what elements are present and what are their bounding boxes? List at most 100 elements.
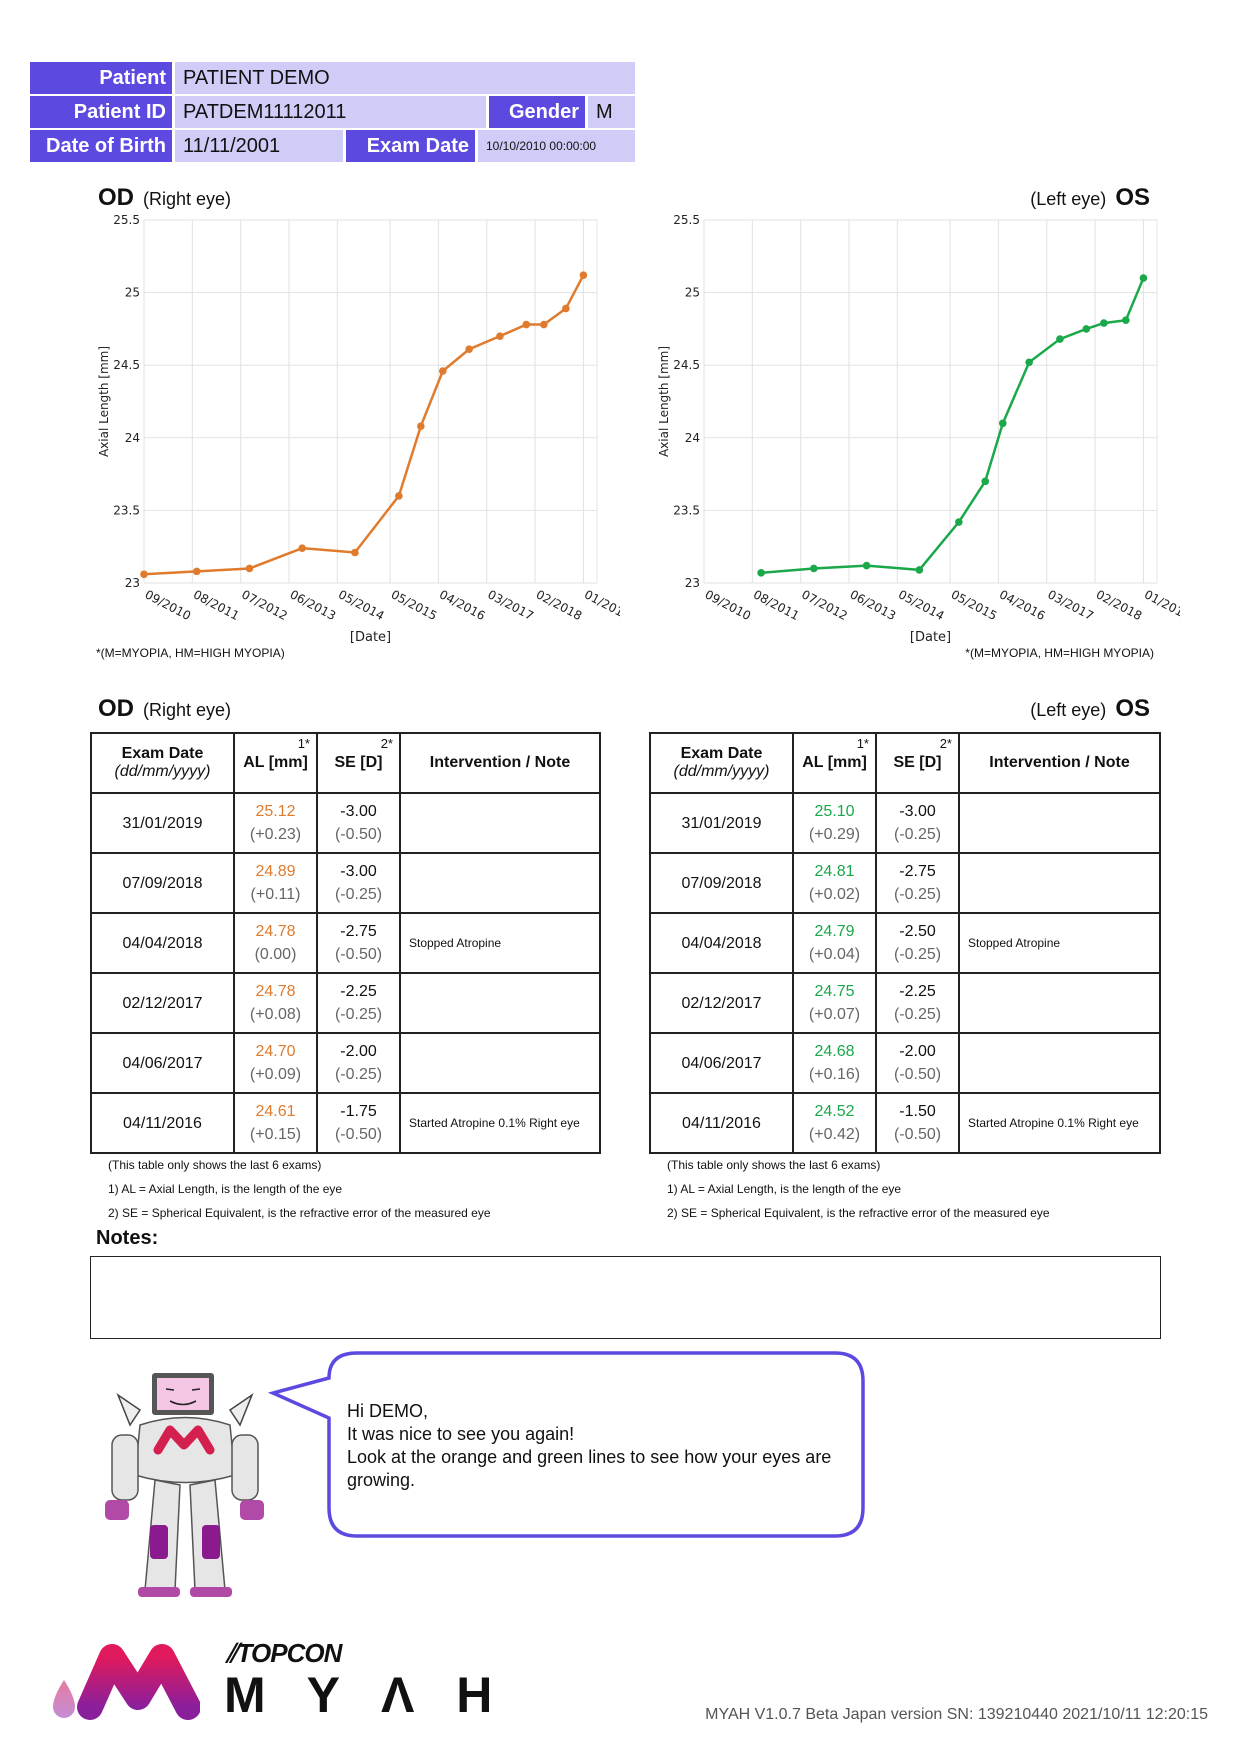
table-note: 1) AL = Axial Length, is the length of t… [667, 1182, 902, 1196]
x-tick-label: 04/2016 [437, 587, 488, 623]
table-note: 2) SE = Spherical Equivalent, is the ref… [667, 1206, 1050, 1220]
se-cell: -2.50 (-0.25) [875, 912, 960, 974]
table-row: 04/11/2016 24.61 (+0.15) -1.75 (-0.50) Sta… [90, 1092, 601, 1154]
x-tick-label: 08/2011 [191, 587, 242, 623]
x-tick-label: 09/2010 [703, 587, 754, 623]
y-tick-label: 25 [125, 286, 140, 300]
note-cell [958, 972, 1161, 1034]
table-row: 02/12/2017 24.78 (+0.08) -2.25 (-0.25) [90, 972, 601, 1034]
data-point [1056, 335, 1064, 343]
table-row: 04/04/2018 24.78 (0.00) -2.75 (-0.50) Stop… [90, 912, 601, 974]
x-tick-label: 03/2017 [1045, 587, 1096, 623]
al-cell: 24.75 (+0.07) [792, 972, 877, 1034]
x-tick-label: 05/2015 [949, 587, 1000, 623]
table-row: 07/09/2018 24.89 (+0.11) -3.00 (-0.25) [90, 852, 601, 914]
x-tick-label: 05/2015 [389, 587, 440, 623]
x-tick-label: 01/2019 [1142, 587, 1180, 623]
table-row: 04/11/2016 24.52 (+0.42) -1.50 (-0.50) Sta… [649, 1092, 1161, 1154]
note-cell [399, 852, 601, 914]
exam-date-value: 10/10/2010 00:00:00 [478, 130, 635, 162]
os-name: (Left eye) [1030, 189, 1107, 209]
data-point [465, 345, 473, 354]
exam-date-label: Exam Date [346, 130, 475, 162]
note-cell: Started Atropine 0.1% Right eye [958, 1092, 1161, 1154]
data-point [1122, 316, 1130, 324]
os-exam-table: Exam Date (dd/mm/yyyy) 1* AL [mm] 2* SE [D]… [649, 732, 1161, 1154]
exam-date-cell: 07/09/2018 [90, 852, 235, 914]
speech-bubble-message: Hi DEMO, It was nice to see you again! L… [347, 1400, 837, 1492]
table-row: 04/06/2017 24.68 (+0.16) -2.00 (-0.50) [649, 1032, 1161, 1094]
os-table-title: (Left eye) OS [1030, 695, 1154, 723]
al-cell: 24.81 (+0.02) [792, 852, 877, 914]
header-se: 2* SE [D] [875, 732, 960, 794]
dob-label: Date of Birth [30, 130, 172, 162]
data-point [1100, 319, 1108, 327]
table-note: (This table only shows the last 6 exams) [667, 1158, 881, 1172]
x-axis-label: [Date] [350, 630, 391, 645]
patient-name: PATIENT DEMO [175, 62, 635, 94]
series-line [143, 274, 585, 576]
exam-date-cell: 04/06/2017 [90, 1032, 235, 1094]
data-point [245, 564, 254, 573]
data-point [140, 570, 148, 579]
version-info: MYAH V1.0.7 Beta Japan version SN: 13921… [705, 1706, 1208, 1723]
al-cell: 24.52 (+0.42) [792, 1092, 877, 1154]
al-cell: 24.61 (+0.15) [233, 1092, 318, 1154]
notes-box [90, 1256, 1161, 1339]
data-point [1082, 325, 1091, 333]
patient-id: PATDEM11112011 [175, 96, 486, 128]
note-cell [958, 792, 1161, 854]
data-point [757, 569, 765, 577]
y-axis-label: Axial Length [mm] [657, 346, 671, 457]
note-cell [399, 1032, 601, 1094]
data-point [1139, 274, 1148, 282]
se-cell: -2.00 (-0.50) [875, 1032, 960, 1094]
data-point [1025, 358, 1033, 367]
exam-date-cell: 02/12/2017 [649, 972, 794, 1034]
table-row: 31/01/2019 25.12 (+0.23) -3.00 (-0.50) [90, 792, 601, 854]
table-note: 1) AL = Axial Length, is the length of t… [108, 1182, 343, 1196]
table-note: 2) SE = Spherical Equivalent, is the ref… [108, 1206, 491, 1220]
data-point [298, 544, 306, 552]
od-table-title: OD (Right eye) [94, 695, 231, 723]
table-note: (This table only shows the last 6 exams) [108, 1158, 322, 1172]
od-chart-footnote: *(M=MYOPIA, HM=HIGH MYOPIA) [96, 646, 285, 660]
od-chart-title: OD (Right eye) [94, 184, 231, 212]
header-al: 1* AL [mm] [792, 732, 877, 794]
notes-label: Notes: [96, 1227, 159, 1249]
os-chart-footnote: *(M=MYOPIA, HM=HIGH MYOPIA) [965, 646, 1154, 660]
se-cell: -1.50 (-0.50) [875, 1092, 960, 1154]
x-tick-label: 02/2018 [534, 587, 585, 623]
header-se: 2* SE [D] [316, 732, 401, 794]
al-cell: 25.10 (+0.29) [792, 792, 877, 854]
od-code: OD [98, 184, 134, 211]
x-tick-label: 02/2018 [1094, 587, 1145, 623]
data-point [955, 518, 963, 526]
data-point [579, 271, 588, 279]
header-al: 1* AL [mm] [233, 732, 318, 794]
table-row: 31/01/2019 25.10 (+0.29) -3.00 (-0.25) [649, 792, 1161, 854]
x-tick-label: 06/2013 [288, 587, 339, 623]
plot-area [703, 219, 1158, 584]
y-tick-label: 25.5 [113, 213, 140, 227]
myah-m-logo [53, 1644, 200, 1720]
patient-label: Patient [30, 62, 172, 94]
se-cell: -2.25 (-0.25) [875, 972, 960, 1034]
message-line: It was nice to see you again! [347, 1424, 575, 1444]
x-tick-label: 05/2014 [336, 587, 387, 623]
exam-date-cell: 04/04/2018 [649, 912, 794, 974]
table-row: 02/12/2017 24.75 (+0.07) -2.25 (-0.25) [649, 972, 1161, 1034]
robot-mascot-illustration [105, 1373, 264, 1597]
exam-date-cell: 31/01/2019 [90, 792, 235, 854]
x-tick-label: 01/2019 [582, 587, 620, 623]
exam-date-cell: 04/11/2016 [649, 1092, 794, 1154]
plot-area [143, 219, 598, 584]
y-tick-label: 24.5 [673, 358, 700, 372]
os-name: (Left eye) [1030, 700, 1107, 720]
note-cell [958, 1032, 1161, 1094]
topcon-swoosh-icon: ⫽ [226, 1638, 238, 1668]
table-row: 04/06/2017 24.70 (+0.09) -2.00 (-0.25) [90, 1032, 601, 1094]
y-tick-label: 23 [125, 576, 140, 590]
data-point [496, 332, 504, 340]
data-point [522, 320, 531, 329]
